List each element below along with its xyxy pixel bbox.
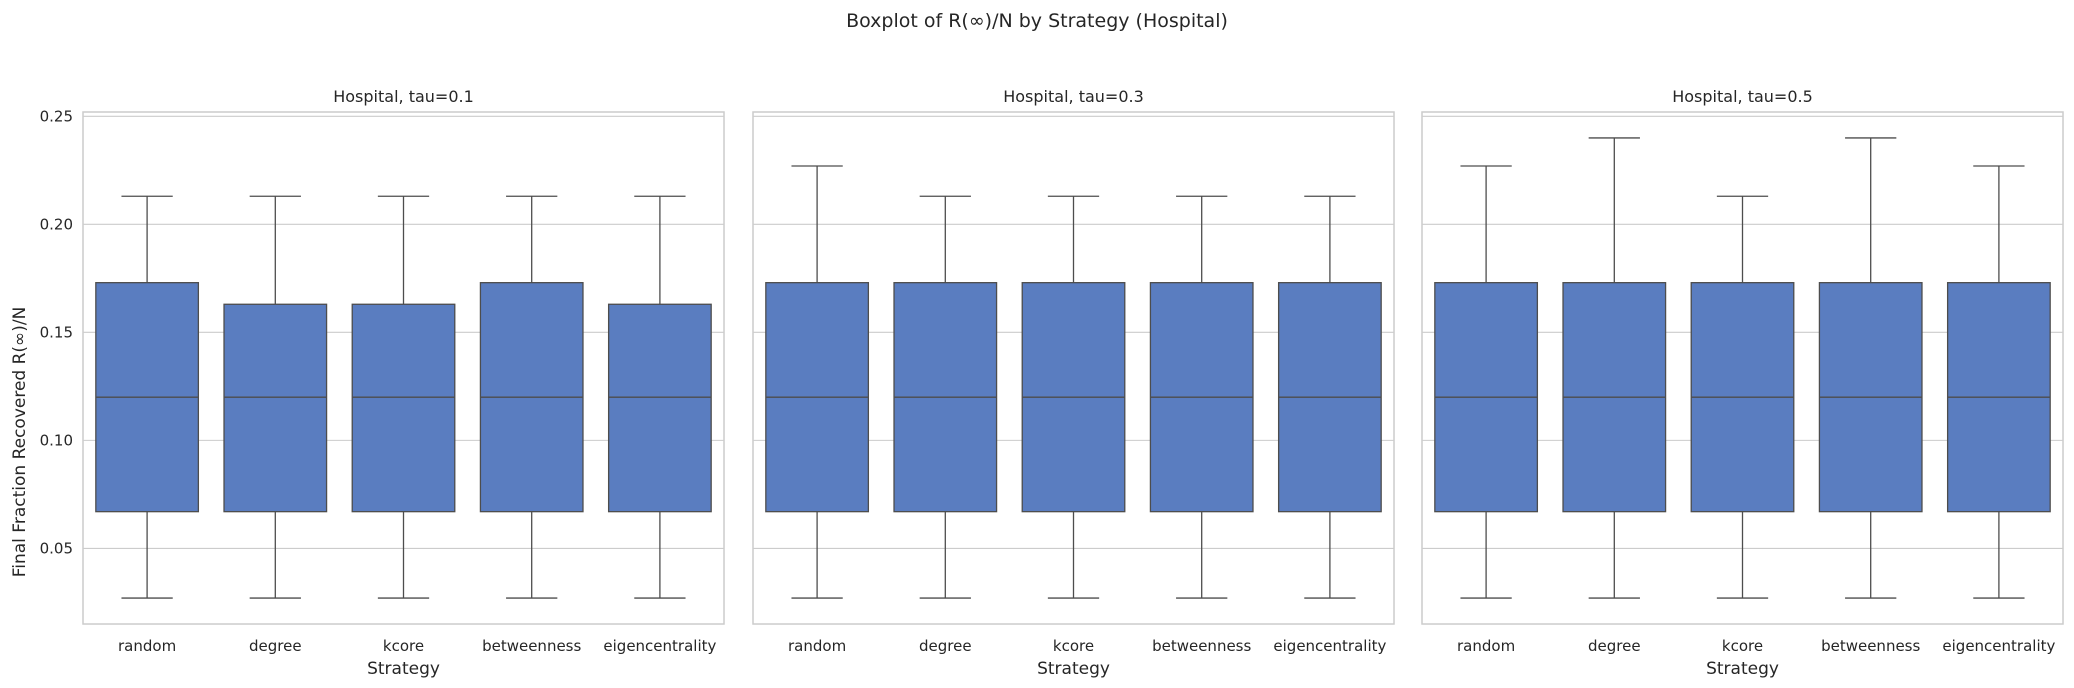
box-eigencentrality: [607, 195, 712, 599]
iqr-box: [223, 303, 328, 513]
y-tick-label: 0.05: [40, 539, 73, 557]
axes-frame: [1421, 111, 2064, 625]
y-tick-label: 0.20: [40, 215, 73, 233]
box-betweenness: [479, 195, 584, 599]
panel-3: Hospital, tau=0.5 random degree kcore betwee…: [1421, 87, 2064, 679]
box-random: [95, 195, 200, 599]
y-axis-label: Final Fraction Recovered R(∞)/N: [10, 307, 30, 578]
box-random: [765, 165, 870, 599]
figure-title: Boxplot of R(∞)/N by Strategy (Hospital): [846, 10, 1228, 32]
x-axis-label: Strategy: [1037, 659, 1110, 679]
x-tick-label: betweenness: [1152, 637, 1251, 655]
iqr-box: [607, 303, 712, 513]
x-tick-label: betweenness: [482, 637, 581, 655]
y-tick-label: 0.15: [40, 323, 73, 341]
box-kcore: [1021, 195, 1126, 599]
x-tick-label: kcore: [1053, 637, 1094, 655]
panel-title: Hospital, tau=0.5: [1672, 87, 1813, 106]
panel-title: Hospital, tau=0.3: [1003, 87, 1144, 106]
panel-1: 0.05 0.10 0.15 0.20 0.25 Hospital, tau=0.1 ran…: [40, 87, 725, 679]
y-axis-label-group: Final Fraction Recovered R(∞)/N: [10, 307, 30, 578]
x-tick-label: betweenness: [1821, 637, 1920, 655]
x-tick-label: eigencentrality: [603, 637, 716, 655]
box-eigencentrality: [1277, 195, 1382, 599]
box-betweenness: [1149, 195, 1254, 599]
x-tick-label: random: [118, 637, 176, 655]
box-degree: [1562, 137, 1667, 599]
x-tick-label: eigencentrality: [1273, 637, 1386, 655]
x-tick-label: degree: [1588, 637, 1641, 655]
box-kcore: [1690, 195, 1795, 599]
x-tick-label: random: [1457, 637, 1515, 655]
axes-frame: [82, 111, 725, 625]
x-tick-label: eigencentrality: [1942, 637, 2055, 655]
y-tick-label: 0.10: [40, 431, 73, 449]
x-tick-label: kcore: [383, 637, 424, 655]
panel-title: Hospital, tau=0.1: [333, 87, 474, 106]
box-eigencentrality: [1946, 165, 2051, 599]
panel-2: Hospital, tau=0.3 random degree kcore betwee…: [752, 87, 1395, 679]
iqr-box: [351, 303, 456, 513]
panels: 0.05 0.10 0.15 0.20 0.25 Hospital, tau=0.1 ran…: [40, 87, 2064, 679]
x-axis-label: Strategy: [1706, 659, 1779, 679]
x-tick-label: kcore: [1722, 637, 1763, 655]
x-axis-label: Strategy: [367, 659, 440, 679]
x-tick-label: degree: [919, 637, 972, 655]
y-tick-label: 0.25: [40, 107, 73, 125]
box-random: [1434, 165, 1539, 599]
box-kcore: [351, 195, 456, 599]
x-tick-label: degree: [249, 637, 302, 655]
box-degree: [893, 195, 998, 599]
x-tick-label: random: [788, 637, 846, 655]
axes-frame: [752, 111, 1395, 625]
box-degree: [223, 195, 328, 599]
box-betweenness: [1818, 137, 1923, 599]
